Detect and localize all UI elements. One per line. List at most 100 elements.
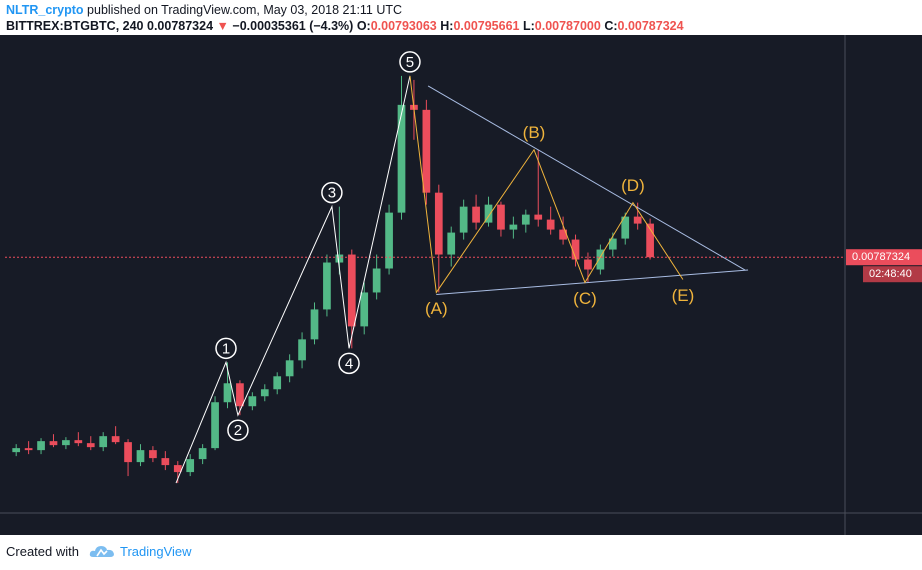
candle-body [223, 383, 232, 403]
candle-body [335, 254, 344, 263]
candle-body [596, 249, 605, 270]
axes: 0.00787324 02:48:40 [846, 249, 922, 283]
header: NLTR_crypto published on TradingView.com… [0, 0, 922, 35]
wave-label-circle [399, 51, 421, 73]
candle-body [236, 383, 244, 407]
candle-body [646, 223, 654, 258]
candle-body [422, 109, 431, 193]
candle-body [124, 442, 132, 463]
candle-body [360, 292, 369, 327]
candle-body [86, 443, 95, 448]
symbol: BITTREX:BTGBTC, 240 [6, 19, 144, 33]
candle-body [24, 448, 33, 451]
candle-body [298, 339, 306, 361]
candle-body [49, 441, 58, 446]
candle-body [136, 450, 145, 463]
candle-body [198, 448, 207, 460]
logo [89, 546, 114, 557]
ohlc-value: 0.00787324 [617, 19, 684, 33]
wave-label-circle [227, 419, 249, 441]
candle-body [434, 192, 443, 255]
candle-body [633, 216, 642, 224]
wave-label-circle [338, 352, 360, 375]
ohlc-value: 0.00795661 [453, 19, 520, 33]
candle-body [534, 214, 543, 220]
countdown: 02:48:40 [869, 268, 912, 280]
candle-body [161, 458, 170, 466]
candle-body [497, 204, 505, 230]
brand[interactable]: TradingView [120, 544, 192, 559]
candle-body [584, 259, 592, 270]
ohlc-key: C: [604, 19, 618, 33]
price-tag [846, 249, 922, 266]
candle-body [173, 465, 182, 473]
author[interactable]: NLTR_crypto [6, 3, 84, 17]
overlays: 1 2 3 4 5 (A) (B) (C) (D) (E) [5, 51, 845, 484]
candle-body [260, 389, 269, 397]
candle-body [99, 436, 108, 448]
candle-body [273, 376, 282, 390]
candle-body [323, 262, 331, 310]
chart: 1 2 3 4 5 (A) (B) (C) (D) (E) 0.00787324 02:48:40 [0, 35, 922, 535]
wave-label-circle [321, 181, 343, 204]
wave-label-circle [215, 337, 237, 360]
candle-body [397, 104, 406, 213]
candle-body [608, 238, 617, 250]
price-tag-label: 0.00787324 [852, 251, 910, 263]
publish-line: NLTR_crypto published on TradingView.com… [6, 3, 402, 17]
ohlc-value: 0.00793063 [370, 19, 437, 33]
candle-body [111, 436, 120, 443]
quote-line: BITTREX:BTGBTC, 240 0.00787324 ▼ −0.0003… [6, 19, 684, 33]
wave-label: (C) [573, 289, 597, 308]
candle-body [546, 219, 555, 230]
wave-label: 5 [406, 54, 414, 71]
last: 0.00787324 [147, 19, 214, 33]
candle-body [521, 214, 530, 225]
ohlc-key: O: [356, 19, 371, 33]
marks [12, 75, 654, 484]
candle-body [74, 440, 83, 444]
ohlc: O:0.00793063 H:0.00795661 L:0.00787000 C… [357, 19, 684, 33]
trendline [436, 269, 749, 295]
candle-body [285, 360, 294, 377]
candle-body [372, 268, 381, 293]
candle-body [484, 204, 493, 223]
candle-body [385, 212, 393, 269]
candle-body [447, 232, 456, 255]
wave-label: 3 [328, 185, 336, 202]
candle-body [62, 440, 70, 446]
trendline [427, 85, 746, 271]
candle-body [12, 448, 21, 453]
wave-label: 2 [234, 422, 242, 439]
candle-body [459, 206, 468, 233]
arrow: ▼ [216, 19, 229, 33]
candle-body [509, 224, 518, 230]
change: −0.00035361 (−4.3%) [232, 19, 354, 33]
ohlc-key: L: [522, 19, 535, 33]
candle-body [37, 441, 45, 451]
created: Created with [6, 544, 79, 559]
corrective-wave [409, 75, 684, 294]
wave-label: (D) [621, 176, 645, 195]
wave-label: (E) [672, 286, 695, 305]
ohlc-key: H: [440, 19, 454, 33]
wave-label: (A) [425, 299, 448, 318]
candle-body [310, 309, 319, 340]
wave-label: 4 [345, 355, 353, 372]
candle-body [149, 450, 157, 459]
candle-body [472, 206, 480, 223]
candle-body [621, 216, 630, 239]
candle-body [571, 239, 580, 260]
wave-label: (B) [523, 123, 546, 142]
countdown-tag [863, 266, 922, 283]
impulse-wave [175, 75, 411, 484]
footer: Created with TradingView [6, 544, 192, 559]
wave-label: 1 [222, 340, 230, 357]
published: published on TradingView.com, May 03, 20… [87, 3, 403, 17]
candle-body [559, 229, 567, 240]
candle-body [248, 396, 257, 407]
candle-body [211, 402, 219, 449]
candle-body [347, 254, 356, 327]
ohlc-value: 0.00787000 [534, 19, 601, 33]
